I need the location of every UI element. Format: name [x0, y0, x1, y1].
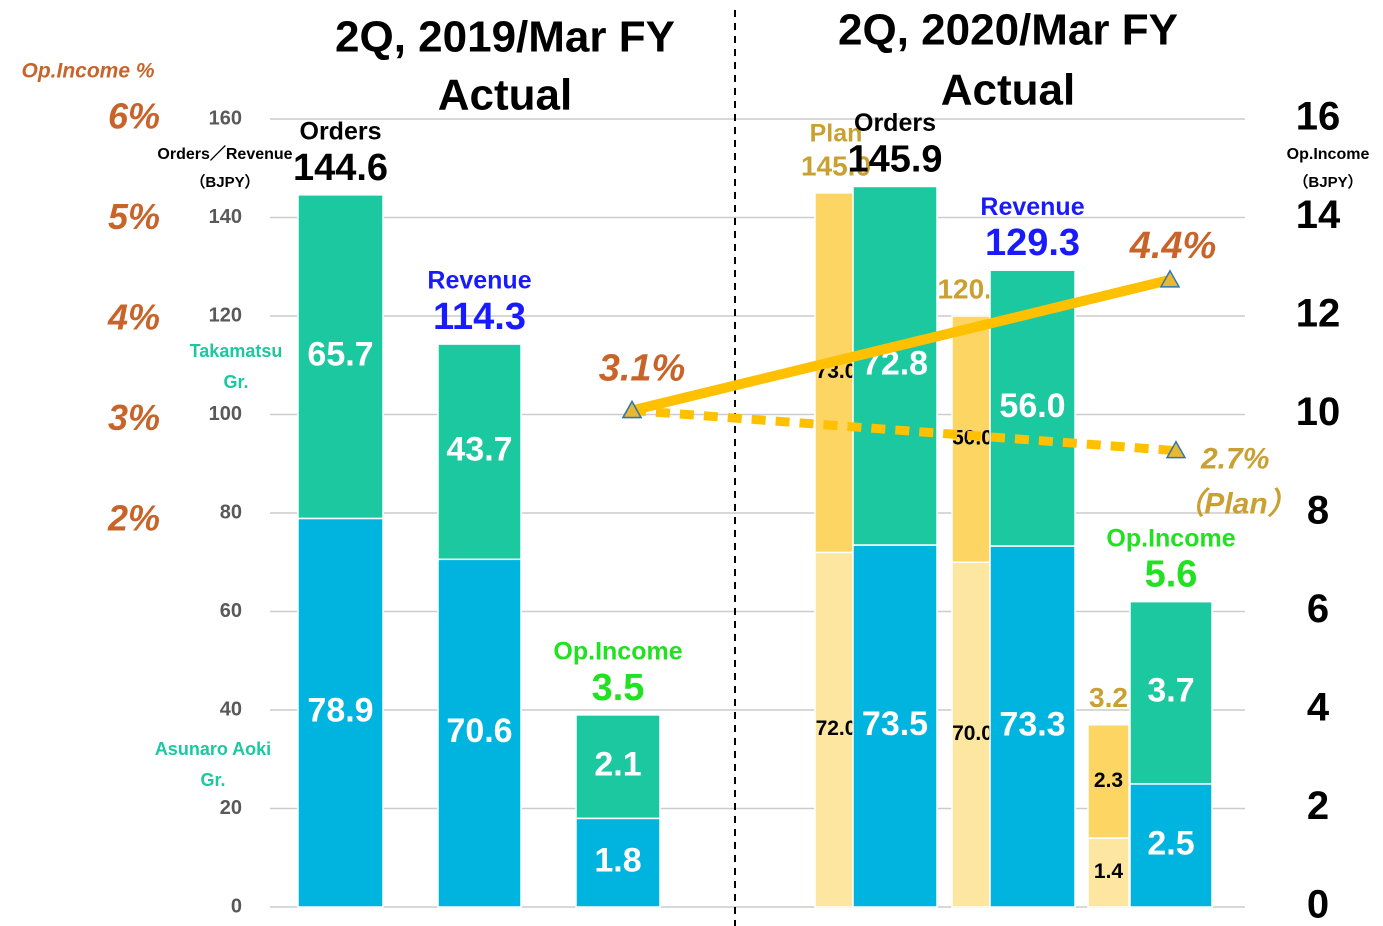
group-name: Op.Income: [553, 638, 682, 666]
segment-label: 70.0: [952, 722, 993, 745]
line-label: 2.7%: [1200, 443, 1269, 476]
segment-label: 2.5: [1147, 824, 1194, 862]
bar-segment: [297, 194, 384, 520]
group-name: Revenue: [427, 267, 531, 295]
pct-tick-label: 5%: [108, 196, 160, 237]
total-label: 114.3: [433, 296, 526, 338]
total-label: 129.3: [985, 222, 1080, 264]
total-label: 144.6: [293, 147, 388, 189]
total-label: 5.6: [1145, 554, 1198, 596]
pct-tick-label: 3%: [108, 397, 160, 438]
y2-tick-label: 0: [1307, 883, 1329, 926]
right-axis-label: Op.Income: [1287, 146, 1370, 163]
line: [631, 405, 1177, 456]
line-marker: [1165, 440, 1187, 459]
bar-segment: [989, 545, 1076, 908]
bar-segment: [1087, 837, 1130, 908]
bar-segment: [297, 517, 384, 908]
group-name: Orders: [300, 117, 382, 145]
segment-label: 3.7: [1147, 672, 1194, 710]
title-left: 2Q, 2019/Mar FY: [335, 13, 675, 62]
bar-segment: [1087, 724, 1130, 839]
line-marker: [621, 399, 643, 419]
title-right: Actual: [941, 66, 1075, 115]
line-note: （Plan）: [1174, 487, 1297, 521]
segment-name: Takamatsu: [190, 341, 283, 361]
segment-label: 73.3: [999, 705, 1065, 743]
y-tick-label: 20: [220, 797, 242, 819]
segment-label: 1.8: [594, 842, 641, 880]
line: [630, 274, 1172, 416]
segment-label: 72.0: [816, 717, 857, 740]
y-tick-label: 120: [209, 304, 242, 326]
y-tick-label: 140: [209, 206, 242, 228]
bar-segment: [852, 185, 938, 546]
right-axis-label: （BJPY）: [1293, 173, 1362, 191]
y2-tick-label: 16: [1296, 95, 1341, 139]
y-tick-label: 60: [220, 600, 242, 622]
bar-segment: [814, 192, 858, 554]
bar-segment: [1129, 600, 1213, 785]
left-axis-label: Orders／Revenue: [157, 145, 292, 163]
segment-name: Gr.: [223, 372, 248, 392]
line-label: 4.4%: [1129, 225, 1217, 267]
total-label: 3.2: [1089, 682, 1128, 713]
segment-name: Asunaro Aoki: [155, 739, 271, 759]
bar-segment: [1129, 783, 1213, 908]
y2-tick-label: 2: [1307, 784, 1329, 828]
y-tick-label: 40: [220, 698, 242, 720]
pct-tick-label: 6%: [108, 96, 160, 137]
bar-segment: [951, 561, 994, 908]
bar-segment: [575, 714, 661, 820]
y-tick-label: 160: [209, 107, 242, 129]
segment-label: 65.7: [307, 336, 373, 374]
pct-tick-label: 4%: [107, 297, 160, 338]
y2-tick-label: 12: [1296, 292, 1341, 336]
title-right: 2Q, 2020/Mar FY: [838, 6, 1178, 55]
y-tick-label: 0: [231, 895, 242, 917]
total-label: 145.0: [801, 150, 871, 181]
y2-tick-label: 14: [1296, 193, 1341, 237]
y2-tick-label: 8: [1307, 489, 1329, 533]
bar-segment: [437, 343, 522, 561]
segment-label: 2.1: [594, 746, 641, 784]
group-name: Plan: [810, 119, 863, 147]
left-axis-label: （BJPY）: [190, 173, 259, 191]
segment-label: 43.7: [446, 431, 512, 469]
y-tick-label: 100: [209, 403, 242, 425]
segment-label: 56.0: [999, 387, 1065, 425]
group-name: Revenue: [980, 193, 1084, 221]
y-tick-label: 80: [220, 501, 242, 523]
total-label: 3.5: [592, 667, 645, 709]
y2-tick-label: 6: [1307, 587, 1329, 631]
group-name: Op.Income: [1106, 524, 1235, 552]
y2-tick-label: 4: [1307, 686, 1330, 730]
bar-segment: [852, 544, 938, 908]
segment-label: 73.5: [862, 705, 928, 743]
line-label: 3.1%: [599, 348, 686, 390]
segment-label: 2.3: [1094, 769, 1123, 792]
segment-label: 70.6: [446, 712, 512, 750]
group-name: Orders: [854, 109, 936, 137]
segment-label: 1.4: [1094, 860, 1124, 883]
segment-label: 78.9: [307, 692, 373, 730]
segment-name: Gr.: [200, 770, 225, 790]
title-left: Actual: [438, 71, 572, 120]
pct-axis-label: Op.Income %: [21, 60, 154, 83]
total-label: 145.9: [847, 139, 942, 181]
pct-tick-label: 2%: [107, 498, 160, 539]
y2-tick-label: 10: [1296, 390, 1341, 434]
line-marker: [1159, 269, 1181, 288]
